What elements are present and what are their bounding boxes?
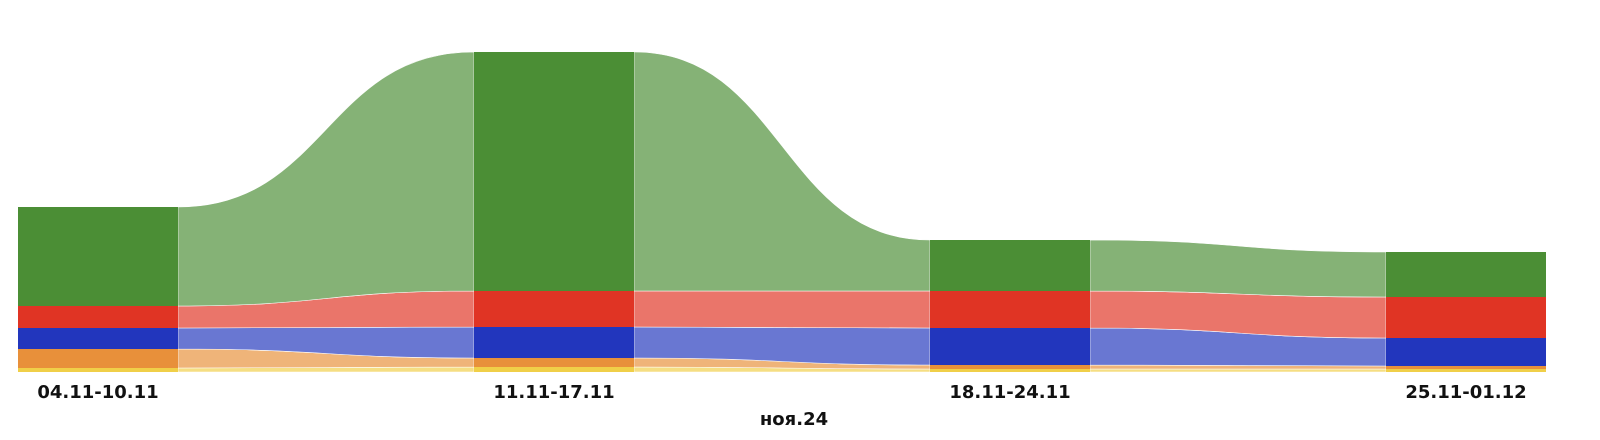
x-tick-label: 04.11-10.11	[37, 382, 158, 403]
bar-segment	[1386, 369, 1546, 372]
ribbon	[633, 290, 931, 329]
ribbon	[177, 51, 475, 307]
bar-segment	[930, 369, 1090, 372]
bar-segment	[1386, 252, 1546, 297]
bar-segment	[1386, 338, 1546, 366]
x-axis-title: ноя.24	[760, 409, 828, 430]
bar-segment	[18, 328, 178, 349]
bar-segment	[474, 291, 634, 327]
x-tick-label: 18.11-24.11	[949, 382, 1070, 403]
ribbon	[633, 51, 931, 292]
bar-segment	[18, 368, 178, 372]
x-tick-label: 11.11-17.11	[493, 382, 614, 403]
ribbon	[1089, 239, 1387, 298]
bar-segment	[18, 349, 178, 368]
bar-segment	[930, 365, 1090, 369]
bar-segment	[930, 328, 1090, 365]
bar-segment	[474, 358, 634, 367]
bar-segment	[1386, 366, 1546, 369]
bar-segment	[18, 207, 178, 306]
bar-segment	[930, 240, 1090, 291]
bar-segment	[18, 306, 178, 328]
bar-segment	[930, 291, 1090, 328]
bar-segment	[474, 327, 634, 358]
x-tick-label: 25.11-01.12	[1405, 382, 1526, 403]
bar-segment	[1386, 297, 1546, 338]
bar-segment	[474, 52, 634, 291]
bar-segment	[474, 367, 634, 372]
ribbon	[1089, 368, 1387, 373]
